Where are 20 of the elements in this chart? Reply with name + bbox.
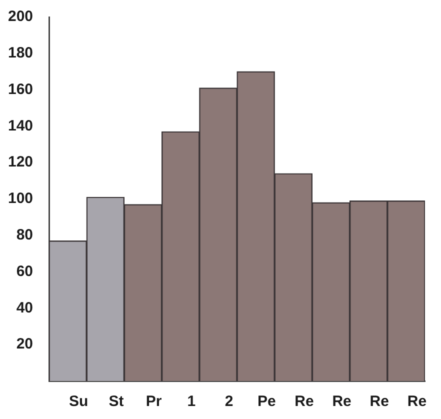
x-tick-label: Pe bbox=[257, 393, 276, 410]
y-tick-label: 200 bbox=[8, 8, 34, 26]
x-tick-label: 2 bbox=[224, 393, 234, 410]
x-tick-label: Re bbox=[294, 393, 314, 410]
y-tick-label: 100 bbox=[8, 190, 34, 208]
y-tick-label: 80 bbox=[16, 226, 34, 244]
y-tick-label: 20 bbox=[16, 336, 34, 353]
y-tick-label: 60 bbox=[16, 262, 34, 280]
x-tick-label: Re bbox=[332, 393, 352, 410]
x-tick-label: 1 bbox=[187, 393, 196, 410]
x-tick-label: Su bbox=[69, 393, 88, 410]
x-tick-label: St bbox=[108, 393, 124, 410]
x-tick-label: Re bbox=[370, 393, 389, 410]
y-tick-label: 40 bbox=[16, 299, 34, 316]
x-tick-label: Re bbox=[407, 393, 427, 410]
y-tick-label: 140 bbox=[8, 117, 34, 134]
x-tick-label: Pr bbox=[146, 393, 162, 410]
y-tick-label: 120 bbox=[8, 154, 34, 171]
y-tick-label: 160 bbox=[8, 80, 34, 98]
y-tick-label: 180 bbox=[8, 44, 34, 62]
